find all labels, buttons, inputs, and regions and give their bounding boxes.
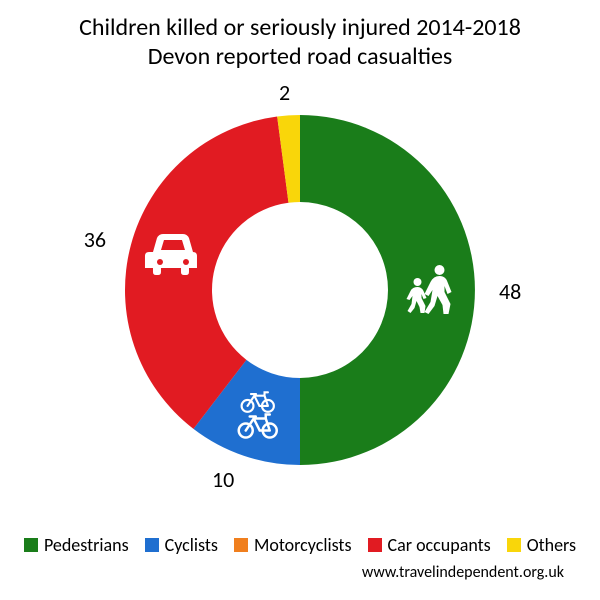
- title-line-1: Children killed or seriously injured 201…: [0, 14, 600, 43]
- legend-swatch: [24, 538, 38, 552]
- legend-label: Car occupants: [388, 534, 491, 556]
- legend-swatch: [234, 538, 248, 552]
- legend-label: Pedestrians: [44, 534, 129, 556]
- chart-container: Children killed or seriously injured 201…: [0, 0, 600, 600]
- chart-area: 48 10 36 2: [0, 80, 600, 510]
- value-label-car_occupants: 36: [84, 226, 106, 253]
- legend-item-others: Others: [507, 534, 576, 556]
- value-label-cyclists: 10: [212, 466, 234, 493]
- value-label-others: 2: [279, 79, 290, 106]
- legend-item-car_occupants: Car occupants: [368, 534, 491, 556]
- chart-title: Children killed or seriously injured 201…: [0, 0, 600, 72]
- title-line-2: Devon reported road casualties: [0, 43, 600, 72]
- legend-swatch: [368, 538, 382, 552]
- legend-label: Cyclists: [165, 534, 218, 556]
- legend-swatch: [507, 538, 521, 552]
- donut-chart: [120, 110, 480, 470]
- legend: Pedestrians Cyclists Motorcyclists Car occu…: [0, 534, 600, 556]
- value-label-pedestrians: 48: [499, 278, 521, 305]
- source-attribution: www.travelindependent.org.uk: [362, 563, 564, 582]
- legend-label: Others: [527, 534, 576, 556]
- legend-item-cyclists: Cyclists: [145, 534, 218, 556]
- legend-item-pedestrians: Pedestrians: [24, 534, 129, 556]
- legend-swatch: [145, 538, 159, 552]
- legend-label: Motorcyclists: [254, 534, 352, 556]
- legend-item-motorcyclists: Motorcyclists: [234, 534, 352, 556]
